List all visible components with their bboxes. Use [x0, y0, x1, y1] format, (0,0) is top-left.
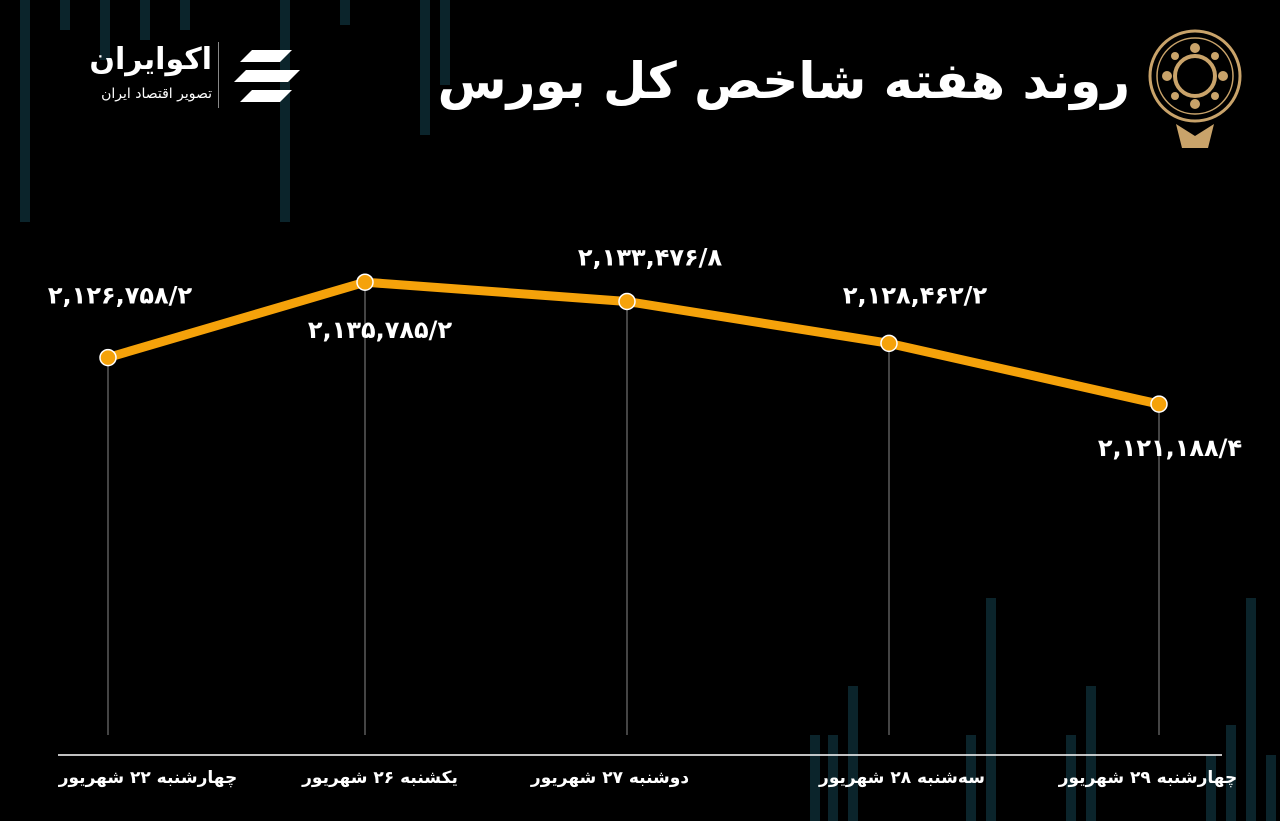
data-label: ۲,۱۳۳,۴۷۶/۸ — [578, 243, 723, 271]
x-tick-label: چهارشنبه ۲۲ شهریور — [58, 768, 238, 788]
brand-logo: اکوایران تصویر اقتصاد ایران — [52, 42, 312, 112]
data-point — [1150, 395, 1168, 413]
data-label: ۲,۱۲۸,۴۶۲/۲ — [843, 281, 988, 309]
stock-exchange-seal-icon — [1148, 29, 1242, 148]
data-label: ۲,۱۲۶,۷۵۸/۲ — [48, 282, 193, 310]
data-label: ۲,۱۲۱,۱۸۸/۴ — [1098, 434, 1242, 462]
data-label: ۲,۱۳۵,۷۸۵/۲ — [308, 316, 453, 344]
x-tick-label: یکشنبه ۲۶ شهریور — [301, 768, 458, 788]
brand-divider — [218, 42, 219, 108]
data-point — [880, 334, 898, 353]
x-tick-label: چهارشنبه ۲۹ شهریور — [1058, 768, 1238, 788]
x-tick-label: سه‌شنبه ۲۸ شهریور — [818, 768, 985, 788]
brand-name: اکوایران — [89, 42, 212, 77]
data-point — [618, 292, 636, 311]
x-tick-label: دوشنبه ۲۷ شهریور — [530, 768, 689, 788]
data-point — [356, 273, 374, 291]
data-point — [99, 348, 117, 367]
page-title: روند هفته شاخص کل بورس — [437, 52, 1130, 110]
brand-mark-icon — [234, 50, 300, 102]
brand-tagline: تصویر اقتصاد ایران — [101, 86, 212, 102]
